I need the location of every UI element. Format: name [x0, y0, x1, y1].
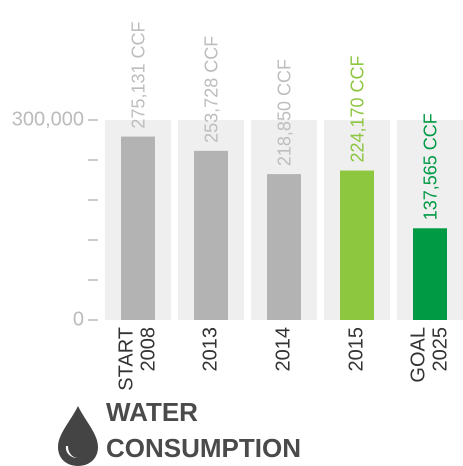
x-tick-label: 2025: [429, 327, 451, 372]
x-tick-label: 2014: [272, 327, 294, 372]
value-label: 137,565 CCF: [421, 113, 441, 220]
x-tick-label: GOAL: [407, 327, 429, 383]
x-tick-label: START: [115, 327, 137, 391]
bar: [413, 228, 447, 320]
value-label: 275,131 CCF: [129, 22, 149, 129]
chart-title: CONSUMPTION: [106, 433, 301, 463]
y-tick-label: 300,000: [12, 108, 84, 130]
bar: [267, 174, 301, 320]
bar: [340, 170, 374, 320]
value-label: 253,728 CCF: [202, 36, 222, 143]
value-label: 224,170 CCF: [348, 55, 368, 162]
y-tick-label: 0: [73, 308, 84, 330]
x-tick-label: 2008: [137, 327, 159, 372]
x-tick-label: 2015: [345, 327, 367, 372]
bar: [121, 136, 155, 320]
bar: [194, 150, 228, 320]
chart-title: WATER: [106, 397, 198, 427]
water-drop-icon: [58, 406, 98, 466]
x-tick-label: 2013: [199, 327, 221, 372]
value-label: 218,850 CCF: [275, 59, 295, 166]
